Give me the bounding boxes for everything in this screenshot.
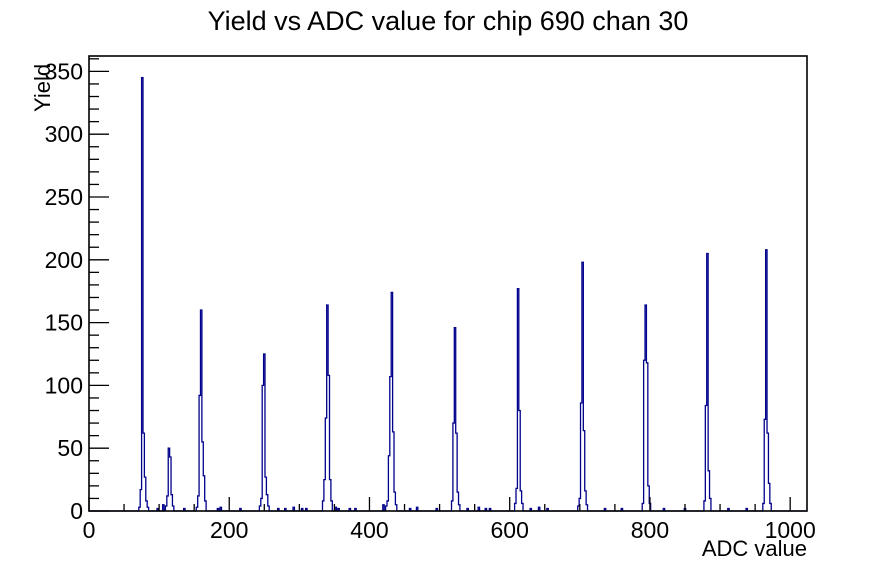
x-axis-title: ADC value xyxy=(701,536,807,561)
x-tick-label: 600 xyxy=(491,517,529,543)
y-tick-label: 150 xyxy=(45,310,83,336)
x-tick-label: 0 xyxy=(83,517,96,543)
x-tick-label: 200 xyxy=(210,517,248,543)
x-tick-label: 1000 xyxy=(765,517,816,543)
y-tick-label: 50 xyxy=(57,435,83,461)
y-tick-label: 350 xyxy=(45,58,83,84)
y-tick-label: 0 xyxy=(70,498,83,524)
x-tick-label: 800 xyxy=(631,517,669,543)
y-tick-label: 250 xyxy=(45,184,83,210)
y-tick-label: 100 xyxy=(45,372,83,398)
plot-frame xyxy=(88,55,808,512)
chart-title: Yield vs ADC value for chip 690 chan 30 xyxy=(207,6,689,36)
histogram-line xyxy=(89,77,807,512)
y-tick-label: 300 xyxy=(45,121,83,147)
x-tick-label: 400 xyxy=(350,517,388,543)
y-tick-label: 200 xyxy=(45,247,83,273)
